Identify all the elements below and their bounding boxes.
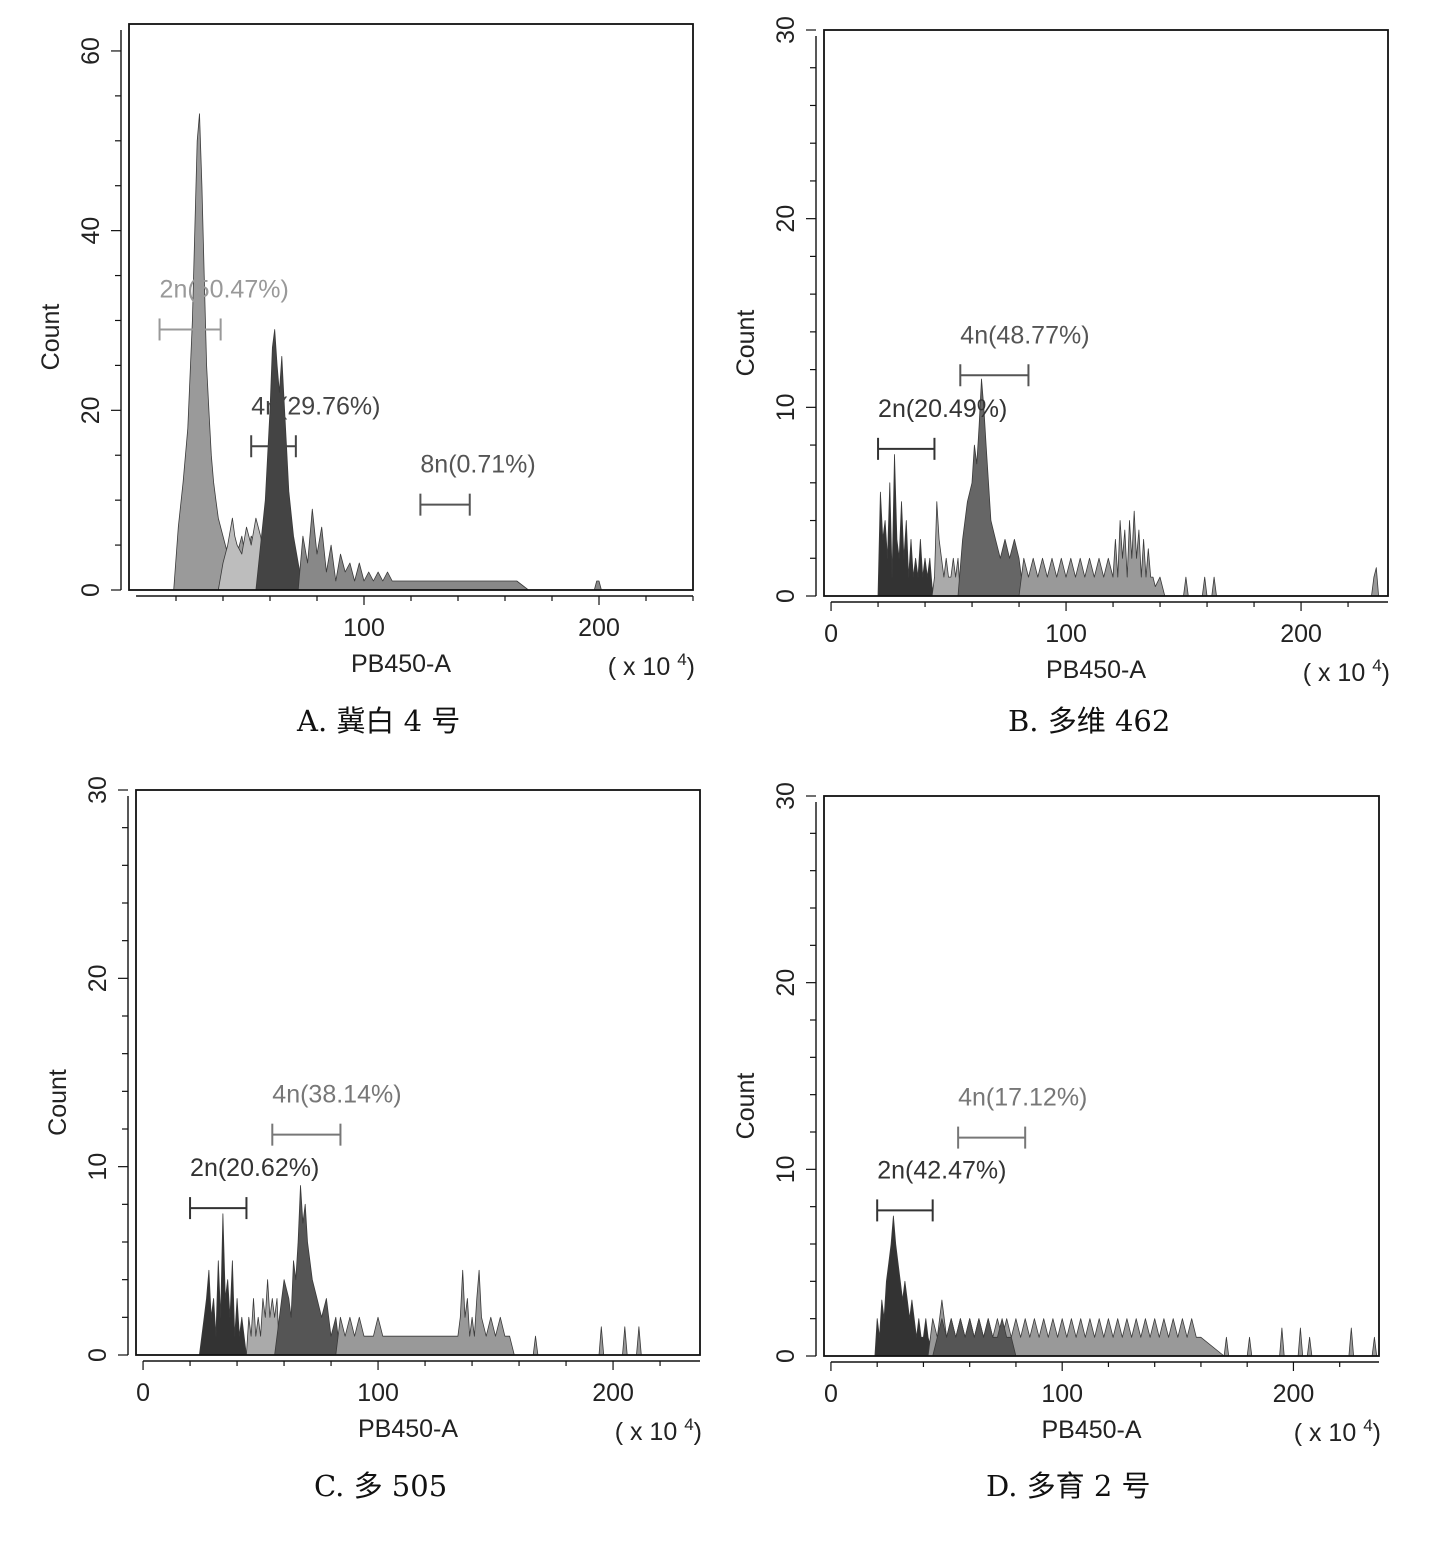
x-tick-label-c-100: 100	[357, 1379, 399, 1407]
x-axis-label-b: PB450-A	[1046, 656, 1146, 684]
gate-label-a-3: 8n(0.71%)	[420, 451, 535, 479]
histogram-series-d-3	[932, 1318, 1017, 1357]
caption-c: C. 多 505	[314, 1469, 448, 1503]
y-tick-label-a-60: 60	[77, 37, 105, 65]
caption-b: B. 多维 462	[1008, 704, 1171, 738]
x-axis-multiplier-d: ( x 10 4)	[1294, 1416, 1381, 1447]
histogram-series-b-3	[957, 378, 1025, 597]
gate-c-2: 4n(38.14%)	[271, 1081, 402, 1146]
x-axis-multiplier-b: ( x 10 4)	[1303, 656, 1390, 687]
gate-d-1: 2n(42.47%)	[876, 1156, 1006, 1222]
gate-label-a-1: 2n(50.47%)	[160, 275, 289, 303]
y-axis-label-c: Count	[44, 1069, 72, 1136]
histogram-series-d-1	[874, 1215, 934, 1357]
x-tick-label-b-100: 100	[1045, 620, 1087, 648]
x-tick-label-b-0: 0	[824, 620, 838, 648]
caption-a: A. 冀白 4 号	[297, 704, 461, 738]
panel-c: 0 100 200 0 10 20 30 Count PB450-A ( x 10 4) 2n(20…	[44, 776, 702, 1446]
gate-label-c-2: 4n(38.14%)	[272, 1081, 401, 1109]
y-tick-label-a-0: 0	[77, 583, 105, 597]
y-axis-label-d: Count	[732, 1073, 760, 1140]
plot-frame-a	[128, 23, 694, 591]
y-tick-label-b-20: 20	[772, 205, 800, 233]
x-tick-label-d-200: 200	[1273, 1380, 1315, 1408]
x-axis-label-d: PB450-A	[1041, 1416, 1141, 1444]
gate-label-b-1: 2n(20.49%)	[878, 395, 1007, 423]
x-axis-label-a: PB450-A	[351, 650, 451, 678]
panel-a: 100 200 0 20 40 60 Count PB450-A ( x 10 4) 2n(50.…	[37, 23, 695, 681]
x-tick-label-b-200: 200	[1280, 620, 1322, 648]
x-tick-label-a-200: 200	[578, 614, 620, 642]
x-tick-label-c-200: 200	[592, 1379, 634, 1407]
y-tick-label-c-20: 20	[84, 964, 112, 992]
y-tick-label-a-20: 20	[77, 396, 105, 424]
y-tick-label-c-10: 10	[84, 1153, 112, 1181]
panel-d: 0 100 200 0 10 20 30 Count PB450-A ( x 10 4) 2n(42…	[732, 782, 1381, 1447]
histogram-series-b-4	[1018, 510, 1379, 597]
gate-label-b-2: 4n(48.77%)	[960, 321, 1089, 349]
caption-d: D. 多育 2 号	[986, 1469, 1151, 1503]
gate-c-1: 2n(20.62%)	[189, 1154, 319, 1220]
y-tick-label-a-40: 40	[77, 217, 105, 245]
plot-frame-d	[823, 795, 1380, 1357]
histogram-series-b-1	[877, 454, 935, 597]
panel-b: 0 100 200 0 10 20 30 Count PB450-A ( x 10 4) 2n(20…	[732, 16, 1390, 687]
gate-label-d-1: 2n(42.47%)	[877, 1156, 1006, 1184]
histogram-series-a-1	[173, 113, 266, 591]
y-tick-label-d-20: 20	[772, 969, 800, 997]
x-axis-multiplier-a: ( x 10 4)	[608, 650, 695, 681]
y-tick-label-d-0: 0	[772, 1349, 800, 1363]
gate-b-1: 2n(20.49%)	[877, 395, 1007, 460]
histogram-series-b-2	[931, 501, 961, 597]
histogram-series-a-3	[255, 329, 304, 591]
plot-frame-b	[823, 29, 1389, 597]
histogram-series-c-1	[199, 1213, 247, 1356]
gate-a-3: 8n(0.71%)	[419, 451, 536, 516]
y-tick-label-d-10: 10	[772, 1155, 800, 1183]
histogram-series-c-2	[246, 1279, 280, 1356]
x-tick-label-a-100: 100	[343, 614, 385, 642]
gate-label-d-2: 4n(17.12%)	[958, 1084, 1087, 1112]
gate-label-c-1: 2n(20.62%)	[190, 1154, 319, 1182]
x-tick-label-d-100: 100	[1041, 1380, 1083, 1408]
plot-frame-c	[135, 789, 701, 1356]
y-tick-label-b-10: 10	[772, 393, 800, 421]
y-tick-label-c-0: 0	[84, 1348, 112, 1362]
histogram-series-c-4	[335, 1269, 642, 1356]
y-axis-label-a: Count	[37, 304, 65, 371]
y-tick-label-b-30: 30	[772, 16, 800, 44]
y-tick-label-b-0: 0	[772, 589, 800, 603]
gate-a-2: 4n(29.76%)	[250, 392, 380, 458]
histogram-series-c-3	[274, 1185, 341, 1356]
gate-a-1: 2n(50.47%)	[158, 275, 289, 341]
gate-d-2: 4n(17.12%)	[957, 1084, 1087, 1149]
x-tick-label-d-0: 0	[824, 1380, 838, 1408]
x-tick-label-c-0: 0	[136, 1379, 150, 1407]
y-tick-label-c-30: 30	[84, 776, 112, 804]
histogram-series-a-4	[297, 508, 602, 591]
y-tick-label-d-30: 30	[772, 782, 800, 810]
y-axis-label-b: Count	[732, 310, 760, 377]
x-axis-label-c: PB450-A	[358, 1415, 458, 1443]
gate-b-2: 4n(48.77%)	[959, 321, 1090, 387]
gate-label-a-2: 4n(29.76%)	[251, 392, 380, 420]
x-axis-multiplier-c: ( x 10 4)	[615, 1415, 702, 1446]
